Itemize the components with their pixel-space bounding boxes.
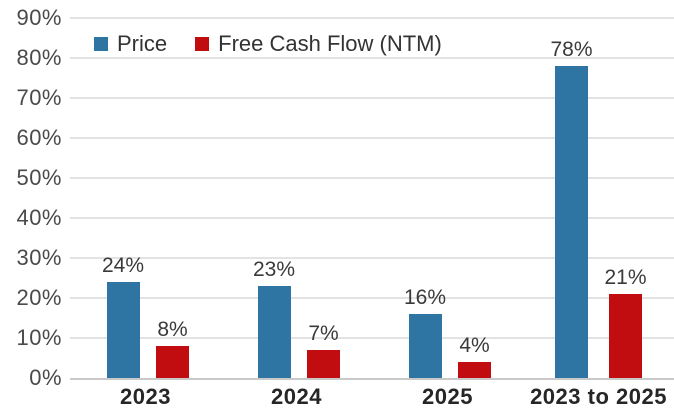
y-axis-tick-label: 90% <box>16 5 62 30</box>
legend: Price Free Cash Flow (NTM) <box>94 31 442 57</box>
bar-group-2024: 23% 7% <box>221 259 372 378</box>
y-axis-tick-label: 70% <box>16 85 62 110</box>
bar-value-label: 21% <box>604 266 647 289</box>
price-bar-2023 <box>106 282 140 378</box>
fcf-bar-2023-to-2025 <box>609 294 643 378</box>
x-axis-labels: 2023 2024 2025 2023 to 2025 <box>70 384 674 410</box>
price-bar-wrap-2025: 16% <box>404 287 446 378</box>
legend-item-free-cash-flow: Free Cash Flow (NTM) <box>195 31 442 57</box>
category-label-2024: 2024 <box>271 384 322 409</box>
y-axis-tick-label: 40% <box>16 205 62 230</box>
price-bar-wrap-2024: 23% <box>253 259 295 378</box>
y-axis-tick-label: 50% <box>16 165 62 190</box>
legend-label-free-cash-flow: Free Cash Flow (NTM) <box>218 31 442 56</box>
price-bar-2025 <box>408 314 442 378</box>
fcf-bar-2025 <box>458 362 492 378</box>
legend-label-price: Price <box>117 31 168 56</box>
y-axis-tick-label: 30% <box>16 245 62 270</box>
bar-series: 24% 8% 23% 7% 16% 4% 78% 21% <box>70 39 674 378</box>
bar-value-label: 16% <box>403 286 447 309</box>
bar-group-2025: 16% 4% <box>372 287 523 378</box>
price-bar-2024 <box>257 286 291 378</box>
bar-value-label: 8% <box>157 318 188 341</box>
y-axis-tick-label: 0% <box>29 365 62 390</box>
bar-value-label: 4% <box>459 334 490 357</box>
fcf-bar-2024 <box>307 350 341 378</box>
plot-area: Price Free Cash Flow (NTM) 24% 8% 23% 7% 16%… <box>70 17 674 380</box>
gridline <box>70 297 674 299</box>
fcf-bar-wrap-2025: 4% <box>458 334 492 378</box>
bar-value-label: 24% <box>101 254 145 277</box>
fcf-bar-wrap-2024: 7% <box>307 322 341 378</box>
fcf-bar-wrap-2023-to-2025: 21% <box>605 267 647 378</box>
bar-value-label: 23% <box>252 258 296 281</box>
y-axis-tick-label: 60% <box>16 125 62 150</box>
y-axis-tick-label: 10% <box>16 325 62 350</box>
gridline <box>70 177 674 179</box>
free-cash-flow-swatch-icon <box>195 37 210 51</box>
legend-item-price: Price <box>94 31 167 57</box>
bar-value-label: 78% <box>550 38 593 61</box>
bar-value-label: 7% <box>308 322 339 345</box>
category-label-2023: 2023 <box>120 384 171 409</box>
y-axis: 90% 80% 70% 60% 50% 40% 30% 20% 10% 0% <box>0 5 62 390</box>
price-bar-wrap-2023-to-2025: 78% <box>550 38 593 378</box>
y-axis-tick-label: 20% <box>16 285 62 310</box>
gridline <box>70 337 674 339</box>
price-bar-wrap-2023: 24% <box>102 255 144 378</box>
fcf-bar-2023 <box>156 346 190 378</box>
price-swatch-icon <box>94 37 108 51</box>
fcf-bar-wrap-2023: 8% <box>156 318 190 378</box>
gridline <box>70 257 674 259</box>
price-bar-2023-to-2025 <box>554 66 588 378</box>
gridline <box>70 17 674 19</box>
gridline <box>70 97 674 99</box>
category-label-2025: 2025 <box>422 384 473 409</box>
category-label-2023-to-2025: 2023 to 2025 <box>530 384 667 409</box>
gridline <box>70 57 674 59</box>
bar-group-2023-to-2025: 78% 21% <box>523 39 674 378</box>
bar-group-2023: 24% 8% <box>70 255 221 378</box>
y-axis-tick-label: 80% <box>16 45 62 70</box>
gridline <box>70 217 674 219</box>
gridline <box>70 137 674 139</box>
